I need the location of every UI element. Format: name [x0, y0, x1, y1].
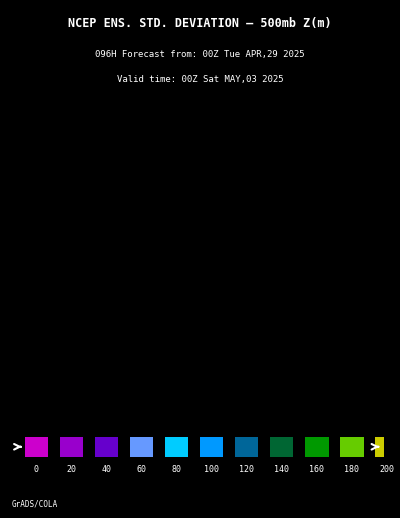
Bar — [200, 437, 223, 457]
Bar — [305, 437, 328, 457]
Bar — [95, 437, 118, 457]
Text: 20: 20 — [66, 465, 76, 474]
Text: 180: 180 — [344, 465, 359, 474]
Text: 40: 40 — [102, 465, 112, 474]
Text: 200: 200 — [380, 465, 394, 474]
Text: 100: 100 — [204, 465, 219, 474]
Text: 80: 80 — [172, 465, 182, 474]
Text: Valid time: 00Z Sat MAY,03 2025: Valid time: 00Z Sat MAY,03 2025 — [117, 75, 283, 84]
Text: GrADS/COLA: GrADS/COLA — [12, 499, 58, 509]
Text: 160: 160 — [309, 465, 324, 474]
Bar — [60, 437, 83, 457]
Bar — [165, 437, 188, 457]
Bar — [375, 437, 399, 457]
Text: 120: 120 — [239, 465, 254, 474]
Text: 60: 60 — [136, 465, 146, 474]
Bar — [340, 437, 364, 457]
Text: NCEP ENS. STD. DEVIATION – 500mb Z(m): NCEP ENS. STD. DEVIATION – 500mb Z(m) — [68, 17, 332, 30]
Text: 140: 140 — [274, 465, 289, 474]
Bar — [130, 437, 153, 457]
Bar — [25, 437, 48, 457]
Bar — [235, 437, 258, 457]
Text: 0: 0 — [34, 465, 39, 474]
Text: 096H Forecast from: 00Z Tue APR,29 2025: 096H Forecast from: 00Z Tue APR,29 2025 — [95, 50, 305, 59]
Bar — [270, 437, 294, 457]
